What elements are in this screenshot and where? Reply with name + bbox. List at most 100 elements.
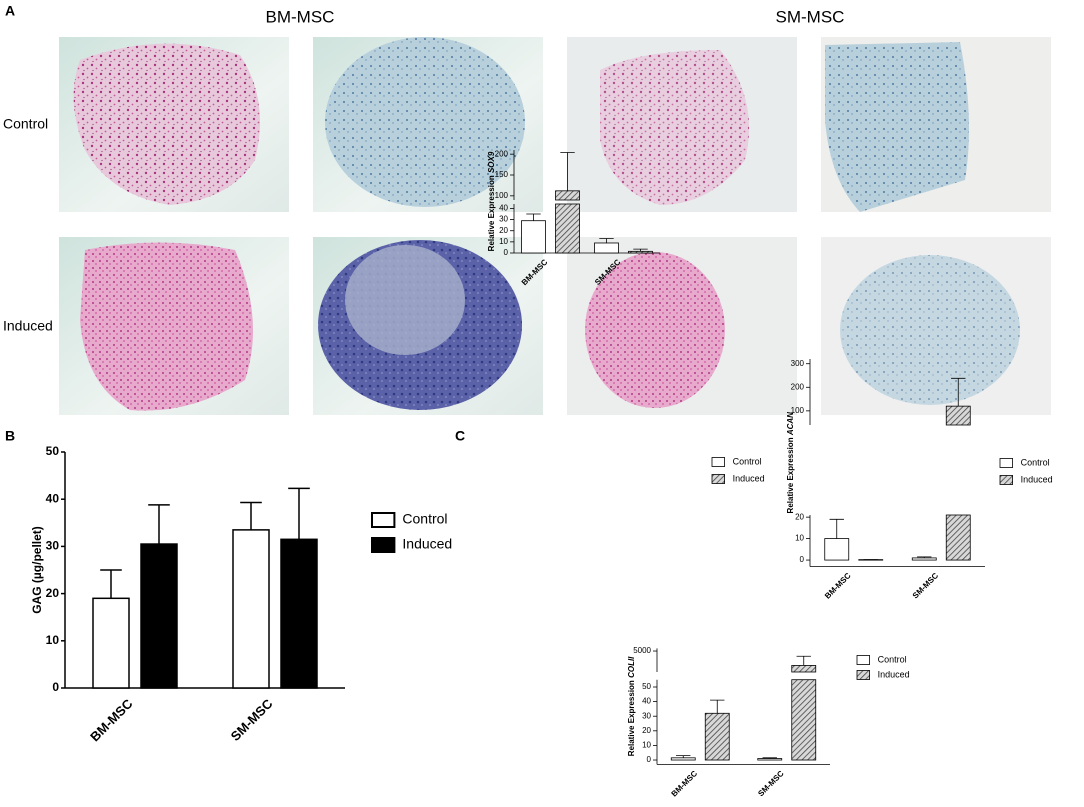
bar (824, 538, 850, 561)
y-tick-label: 0 (800, 555, 805, 564)
y-axis-label: Relative Expression SOX9 (487, 151, 496, 251)
tissue (345, 245, 465, 355)
bar (232, 529, 270, 689)
y-axis-label: GAG (µg/pellet) (30, 526, 44, 614)
y-tick-label: 20 (499, 226, 508, 235)
x-tick-label: BM-MSC (823, 571, 853, 601)
bar (791, 665, 817, 673)
y-tick-label: 200 (791, 382, 805, 391)
bar (92, 597, 130, 689)
gene-name: SOX9 (487, 151, 496, 173)
legend-label: Control (1021, 457, 1050, 467)
error-bar (951, 377, 966, 407)
y-tick-label: 0 (52, 680, 59, 694)
y-tick-label: 10 (795, 534, 804, 543)
y-tick-label: 40 (499, 204, 508, 213)
tissue (840, 255, 1020, 405)
panel-label: C (455, 428, 465, 444)
bar (594, 242, 619, 254)
row-label: Induced (3, 318, 53, 334)
y-tick-label: 50 (642, 682, 651, 691)
column-header: SM-MSC (776, 7, 845, 26)
legend-swatch (999, 475, 1014, 485)
error-bar (560, 152, 575, 191)
bar (911, 557, 937, 561)
column-header: BM-MSC (266, 7, 335, 26)
bar (140, 543, 178, 689)
y-tick-label: 40 (46, 491, 60, 505)
y-tick-label: 30 (642, 711, 651, 720)
tissue (585, 252, 725, 408)
x-tick-label: BM-MSC (87, 696, 136, 745)
bar (670, 757, 696, 761)
y-axis-label-text: Relative Expression (627, 680, 636, 756)
panel-label: B (5, 428, 15, 444)
micrographs (59, 37, 1051, 415)
y-tick-label: 10 (46, 633, 60, 647)
legend-swatch (856, 655, 871, 665)
bar (858, 559, 884, 561)
tissue (80, 242, 253, 411)
gene-name: ACAN (786, 412, 795, 436)
legend-label: Induced (733, 473, 765, 483)
legend-label: Control (402, 511, 447, 527)
legend-swatch (711, 474, 726, 484)
error-bar (710, 699, 725, 714)
legend-label: Control (878, 654, 907, 664)
bar (704, 712, 730, 761)
legend-swatch (999, 458, 1014, 468)
y-tick-label: 40 (642, 697, 651, 706)
tissue (825, 42, 969, 212)
x-tick-label: SM-MSC (911, 571, 940, 600)
legend-label: Control (733, 456, 762, 466)
tissue (325, 37, 525, 207)
x-tick-label: SM-MSC (228, 696, 276, 744)
tissue (600, 50, 750, 205)
error-bar (240, 501, 262, 530)
y-tick-label: 150 (495, 170, 509, 179)
y-tick-label: 300 (791, 359, 805, 368)
bar (521, 220, 546, 254)
gene-name: COLII (627, 656, 636, 678)
bar (757, 758, 783, 761)
y-tick-label: 20 (46, 586, 60, 600)
tissue (73, 43, 260, 205)
row-label: Control (3, 116, 48, 132)
y-tick-label: 100 (791, 406, 805, 415)
bar (945, 405, 971, 426)
y-axis-label: Relative Expression COLII (627, 656, 636, 756)
error-bar (288, 487, 310, 540)
y-axis-label: Relative Expression ACAN (786, 412, 795, 514)
legend-label: Induced (402, 536, 452, 552)
y-tick-label: 200 (495, 149, 509, 158)
y-axis-label-text: Relative Expression (786, 437, 795, 513)
y-tick-label: 20 (795, 512, 804, 521)
y-tick-label: 20 (642, 726, 651, 735)
y-tick-label: 10 (642, 741, 651, 750)
error-bar (100, 569, 122, 599)
error-bar (526, 213, 541, 221)
panel-label: A (5, 3, 15, 19)
y-tick-label: 30 (46, 539, 60, 553)
bar (555, 203, 580, 254)
y-tick-label: 50 (46, 444, 60, 458)
x-tick-label: BM-MSC (670, 769, 700, 799)
bar (628, 250, 653, 254)
chart: 0 10 20 30 40 50 GAG (µg/pellet) BM-MSC SM-MSC Co… (30, 444, 452, 744)
error-bar (599, 238, 614, 243)
y-tick-label: 0 (647, 755, 652, 764)
bar (555, 190, 580, 201)
legend-swatch (856, 670, 871, 680)
error-bar (829, 518, 844, 539)
error-bar (796, 655, 811, 666)
bar (280, 538, 318, 689)
y-tick-label: 30 (499, 215, 508, 224)
y-axis-label-text: Relative Expression (487, 175, 496, 251)
legend-label: Induced (1021, 474, 1053, 484)
y-tick-label: 0 (504, 248, 509, 257)
legend-swatch (371, 512, 396, 528)
error-bar (148, 504, 170, 545)
